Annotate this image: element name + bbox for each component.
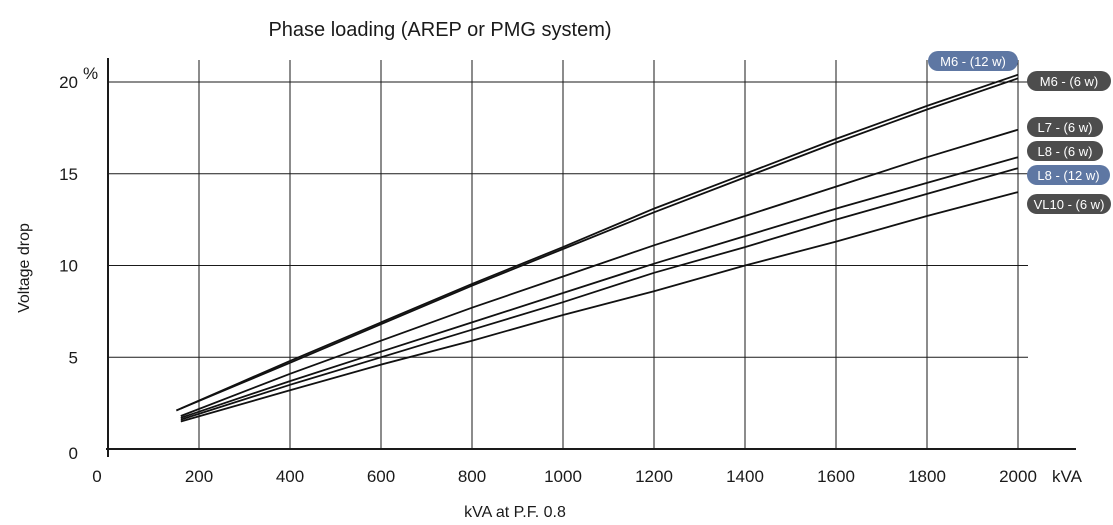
legend-badge-label: L8 - (12 w) [1037, 168, 1099, 183]
x-axis-label: kVA at P.F. 0.8 [464, 504, 566, 521]
x-tick-label: 200 [185, 467, 213, 486]
legend-badges: M6 - (12 w) M6 - (6 w) L7 - (6 w) L8 - (6 w… [928, 51, 1111, 214]
y-tick-label: 15 [59, 165, 78, 184]
series-line [180, 156, 1019, 419]
y-axis-label: Voltage drop [16, 223, 33, 313]
y-tick-label: 5 [69, 348, 78, 367]
x-tick-label: 1600 [817, 467, 855, 486]
x-tick-label: 1400 [726, 467, 764, 486]
y-unit-label: % [83, 64, 98, 83]
y-tick-label: 0 [69, 444, 78, 463]
series-line [180, 167, 1019, 421]
legend-badge-label: VL10 - (6 w) [1034, 197, 1105, 212]
series-line [175, 73, 1019, 412]
legend-badge-label: M6 - (6 w) [1040, 74, 1099, 89]
legend-badge [1027, 194, 1111, 214]
legend-badge [1027, 71, 1111, 91]
x-unit-label: kVA [1052, 467, 1083, 486]
x-tick-label: 2000 [999, 467, 1037, 486]
x-tick-label: 800 [458, 467, 486, 486]
legend-badge-label: M6 - (12 w) [940, 54, 1006, 69]
y-tick-label: 10 [59, 257, 78, 276]
series-line [180, 77, 1019, 410]
y-tick-label: 20 [59, 73, 78, 92]
legend-badge [1027, 141, 1103, 161]
legend-badge-label: L8 - (6 w) [1038, 144, 1093, 159]
x-tick-label: 1800 [908, 467, 946, 486]
x-tick-label: 0 [92, 467, 101, 486]
legend-badge [928, 51, 1018, 71]
legend-badge [1027, 117, 1103, 137]
x-tick-label: 1200 [635, 467, 673, 486]
axes [106, 58, 1076, 457]
legend-badge [1027, 165, 1110, 185]
x-tick-label: 1000 [544, 467, 582, 486]
x-tick-label: 400 [276, 467, 304, 486]
x-tick-label: 600 [367, 467, 395, 486]
series-lines [175, 73, 1019, 423]
tick-labels: 0 200 400 600 800 1000 1200 1400 1600 1800 2000 kVA… [59, 64, 1082, 486]
series-line [180, 128, 1019, 417]
series-line [180, 191, 1019, 423]
chart-title: Phase loading (AREP or PMG system) [268, 19, 611, 41]
legend-badge-label: L7 - (6 w) [1038, 120, 1093, 135]
